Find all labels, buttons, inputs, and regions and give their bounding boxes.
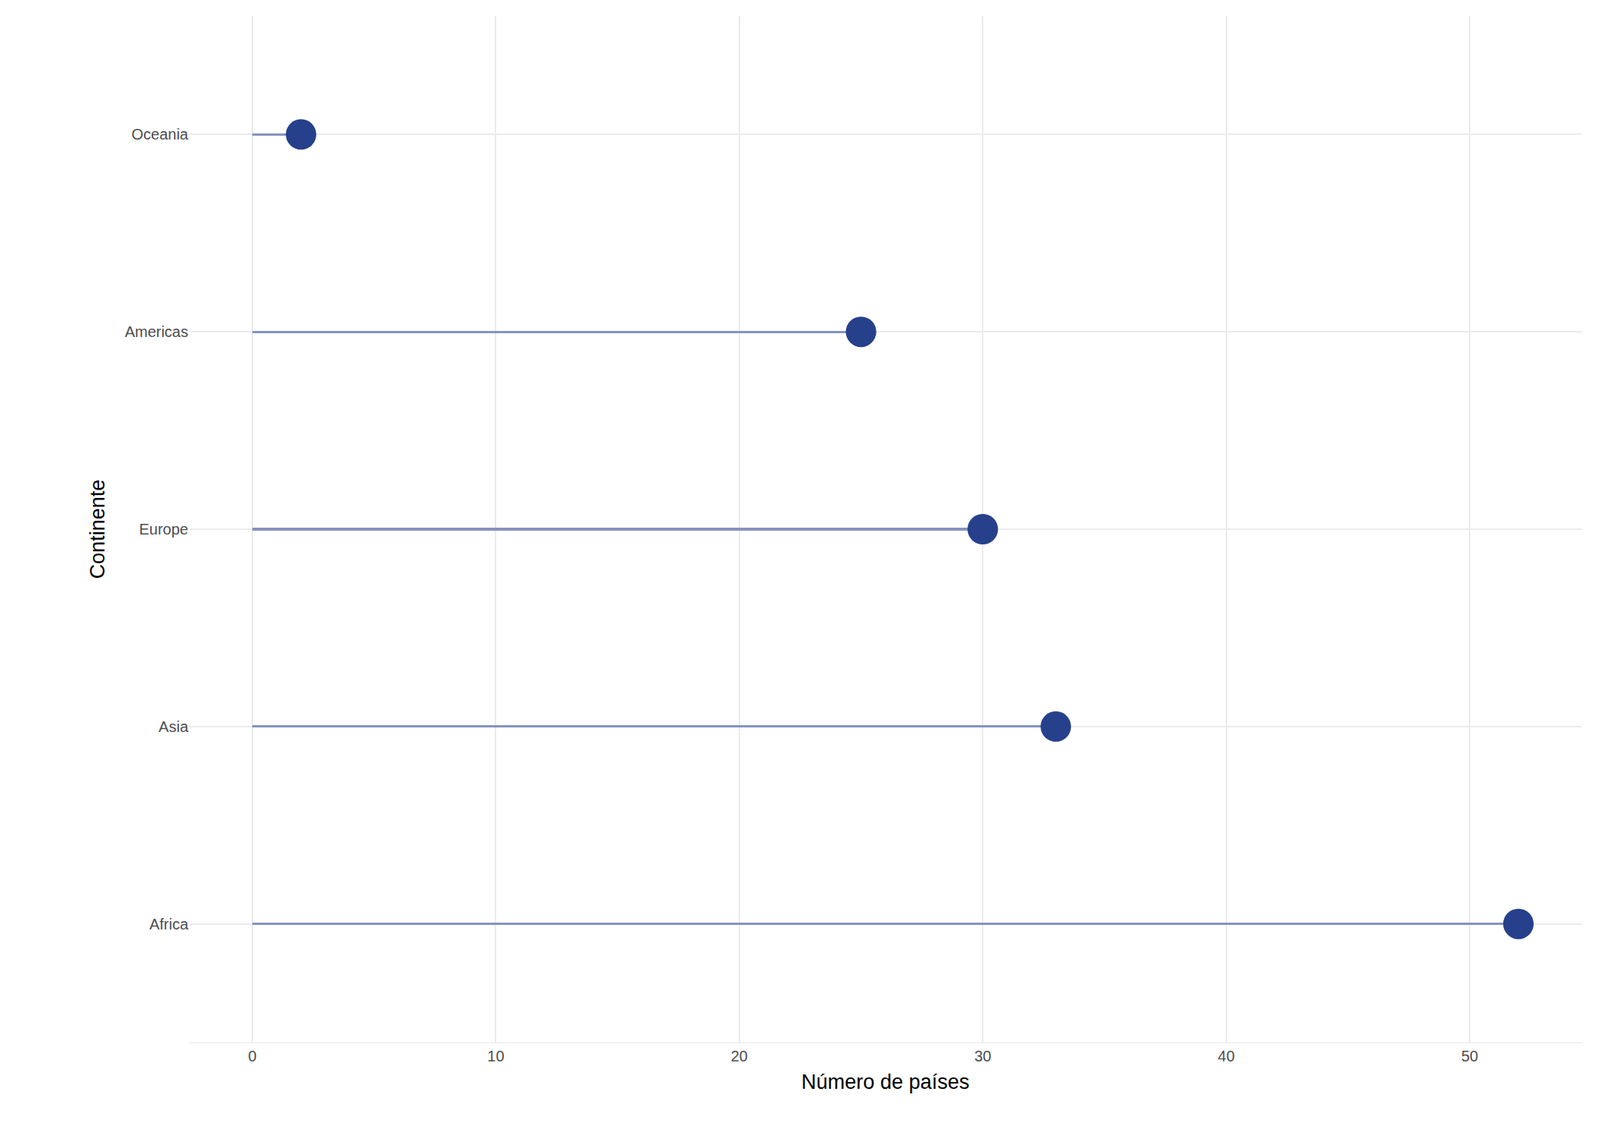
svg-text:Africa: Africa bbox=[149, 915, 190, 933]
svg-text:20: 20 bbox=[731, 1047, 748, 1065]
svg-text:Americas: Americas bbox=[125, 323, 189, 340]
svg-text:0: 0 bbox=[247, 1047, 257, 1065]
svg-text:50: 50 bbox=[1461, 1047, 1479, 1065]
svg-text:Asia: Asia bbox=[158, 718, 190, 735]
svg-text:30: 30 bbox=[974, 1047, 991, 1065]
svg-text:Oceania: Oceania bbox=[131, 125, 190, 143]
svg-text:Europe: Europe bbox=[139, 520, 190, 538]
svg-text:10: 10 bbox=[487, 1047, 504, 1065]
svg-text:40: 40 bbox=[1218, 1047, 1235, 1065]
svg-text:Continente: Continente bbox=[86, 479, 110, 580]
svg-text:Número de países: Número de países bbox=[801, 1070, 970, 1094]
